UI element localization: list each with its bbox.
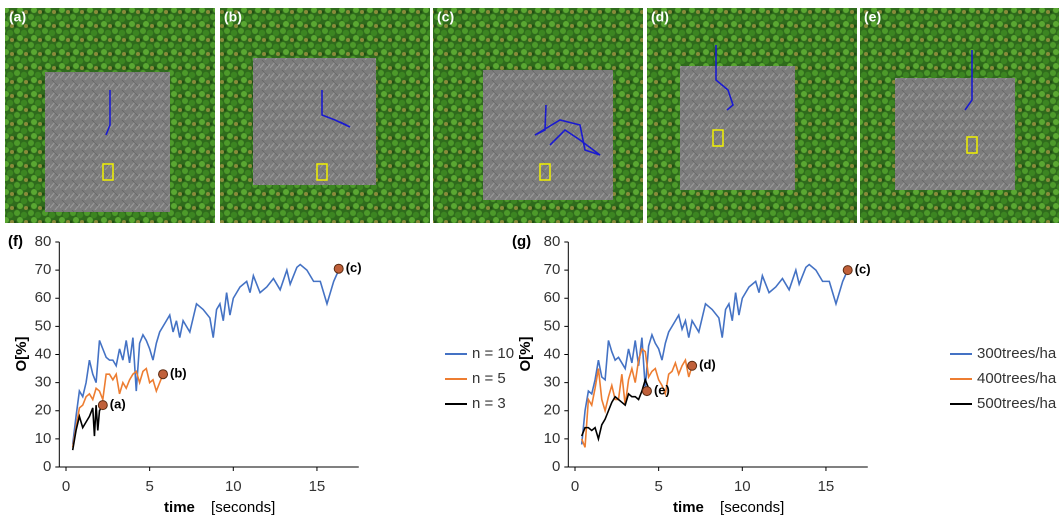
- x-axis-unit: [seconds]: [211, 499, 275, 516]
- legend-label: n = 10: [472, 345, 514, 362]
- x-axis-unit: [seconds]: [720, 499, 784, 516]
- x-tick-label: 15: [309, 478, 326, 495]
- legend-label: 300trees/ha: [977, 345, 1057, 362]
- annotation-point: [334, 264, 343, 273]
- y-tick-label: 60: [35, 289, 52, 306]
- x-tick-label: 15: [818, 478, 835, 495]
- y-tick-label: 0: [43, 458, 51, 475]
- annotation-label: (d): [699, 357, 716, 372]
- x-tick-label: 0: [571, 478, 579, 495]
- annotation-label: (e): [654, 383, 670, 398]
- x-tick-label: 5: [654, 478, 662, 495]
- annotation-label: (c): [346, 260, 362, 275]
- annotation-label: (c): [855, 262, 871, 277]
- y-tick-label: 30: [544, 374, 561, 391]
- annotation-label: (b): [170, 366, 187, 381]
- x-axis-label: time: [673, 499, 704, 516]
- y-tick-label: 80: [544, 233, 561, 250]
- y-tick-label: 20: [544, 402, 561, 419]
- chart-label: (f): [8, 233, 23, 250]
- ground-area: [253, 58, 376, 185]
- y-tick-label: 40: [544, 345, 561, 362]
- data-line: [73, 265, 339, 445]
- y-axis-label: O[%]: [13, 337, 30, 372]
- x-tick-label: 10: [225, 478, 242, 495]
- panel-label: (b): [224, 9, 242, 25]
- y-tick-label: 80: [35, 233, 52, 250]
- ground-area: [680, 66, 795, 190]
- legend-label: 500trees/ha: [977, 395, 1057, 412]
- legend-label: n = 5: [472, 370, 506, 387]
- y-tick-label: 0: [552, 458, 560, 475]
- chart-label: (g): [512, 233, 531, 250]
- data-line: [582, 265, 848, 445]
- y-tick-label: 60: [544, 289, 561, 306]
- x-tick-label: 0: [62, 478, 70, 495]
- data-line: [582, 380, 649, 439]
- y-tick-label: 10: [544, 430, 561, 447]
- x-tick-label: 10: [734, 478, 751, 495]
- ground-area: [895, 78, 1015, 190]
- x-axis-label: time: [164, 499, 195, 516]
- figure: (a)(b)(c)(d)(e)(f)0102030405060708005101…: [0, 0, 1059, 519]
- x-tick-label: 5: [145, 478, 153, 495]
- annotation-point: [843, 266, 852, 275]
- panel-label: (d): [651, 9, 669, 25]
- panel-label: (c): [437, 9, 454, 25]
- ground-area: [45, 72, 170, 212]
- panel-label: (a): [9, 9, 26, 25]
- annotation-point: [159, 370, 168, 379]
- y-tick-label: 30: [35, 374, 52, 391]
- annotation-point: [642, 387, 651, 396]
- y-tick-label: 70: [544, 261, 561, 278]
- annotation-label: (a): [110, 397, 126, 412]
- y-tick-label: 50: [544, 317, 561, 334]
- y-tick-label: 10: [35, 430, 52, 447]
- annotation-point: [688, 361, 697, 370]
- y-tick-label: 20: [35, 402, 52, 419]
- panel-label: (e): [864, 9, 881, 25]
- y-axis-label: O[%]: [517, 337, 534, 372]
- y-tick-label: 70: [35, 261, 52, 278]
- legend-label: n = 3: [472, 395, 506, 412]
- y-tick-label: 40: [35, 345, 52, 362]
- legend-label: 400trees/ha: [977, 370, 1057, 387]
- y-tick-label: 50: [35, 317, 52, 334]
- annotation-point: [98, 401, 107, 410]
